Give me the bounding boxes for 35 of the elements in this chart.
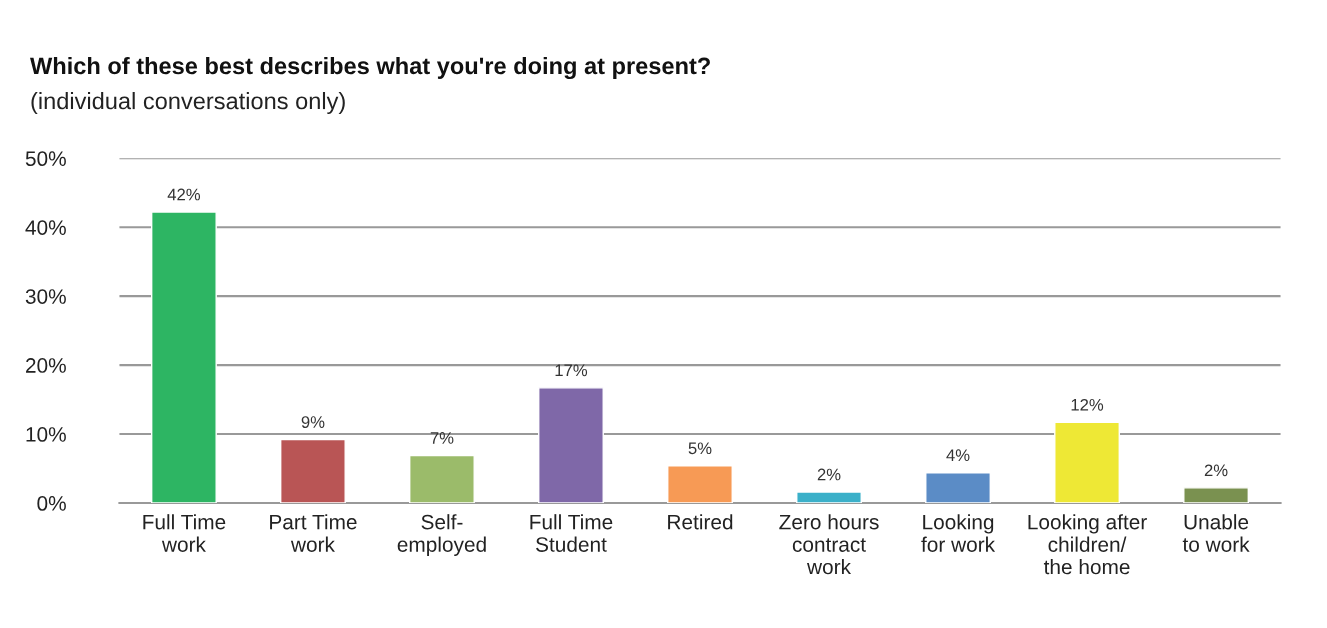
x-tick-label: Part Time work (270, 514, 357, 552)
data-label: 2% (817, 468, 841, 481)
x-tick-label: Looking for work (921, 514, 996, 552)
bar (796, 491, 862, 504)
y-tick-label: 0% (37, 496, 66, 511)
x-tick-label: Looking after children/ the home (1028, 514, 1147, 575)
x-tick-label: Zero hours contract work (779, 514, 879, 575)
y-tick-label: 20% (26, 358, 66, 373)
bar (1054, 421, 1120, 504)
chart-subtitle: (individual conversations only) (31, 92, 345, 114)
x-tick-label: Self- employed (397, 514, 486, 556)
chart-title: Which of these best describes what you're doing at present? (30, 56, 710, 80)
bar (538, 387, 604, 504)
y-tick-label: 10% (26, 427, 66, 442)
data-label: 4% (946, 449, 970, 461)
bar (1183, 487, 1249, 504)
x-tick-label: Full Time work (143, 514, 226, 552)
y-tick-label: 50% (25, 151, 66, 167)
data-label: 7% (430, 432, 454, 444)
data-label: 17% (555, 364, 588, 377)
data-label: 12% (1071, 398, 1104, 411)
x-tick-label: Full Time Student (530, 514, 613, 552)
y-tick-label: 30% (25, 289, 66, 304)
y-tick-label: 40% (25, 220, 66, 235)
bar (150, 211, 217, 504)
x-tick-label: Unable to work (1182, 514, 1250, 552)
bar (409, 454, 475, 504)
bar (667, 465, 733, 504)
data-label: 2% (1204, 464, 1228, 477)
bar (280, 438, 346, 504)
x-tick-label: Retired (668, 514, 733, 530)
data-label: 5% (688, 442, 712, 455)
data-label: 9% (301, 416, 325, 428)
bar (925, 471, 991, 504)
data-label: 42% (167, 188, 201, 201)
